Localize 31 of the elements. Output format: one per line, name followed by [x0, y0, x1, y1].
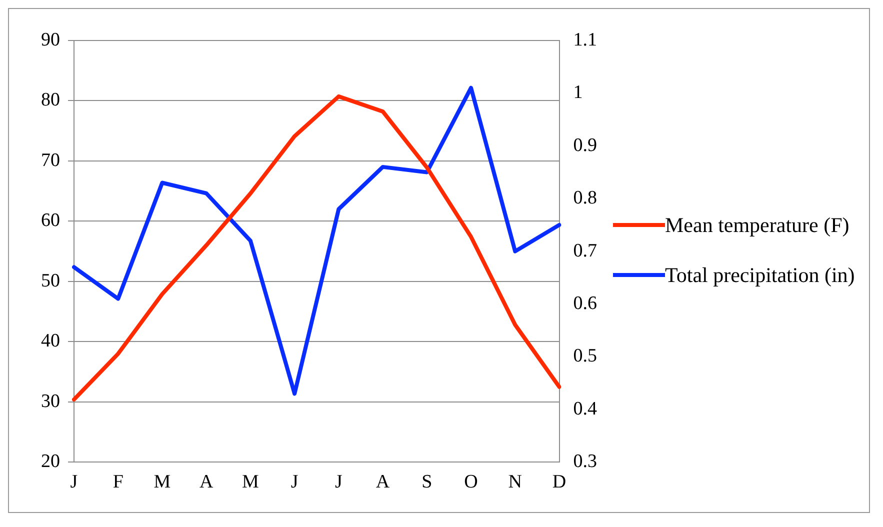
y2-tick-label: 0.8: [573, 187, 597, 208]
y2-tick-label: 1.1: [573, 28, 597, 50]
x-tick-label: F: [112, 471, 124, 492]
x-tick-label: M: [154, 471, 171, 492]
y-tick-label: 30: [41, 390, 60, 412]
y2-tick-label: 0.4: [573, 398, 598, 419]
y-tick-label: 60: [41, 210, 60, 231]
x-tick-label: J: [334, 471, 342, 492]
x-tick-label: S: [422, 471, 432, 492]
y-tick-label: 80: [41, 89, 60, 110]
x-tick-label: J: [290, 471, 298, 492]
y-tick-label: 20: [41, 450, 60, 472]
y-tick-label: 90: [41, 28, 60, 50]
legend-label: Mean temperature (F): [665, 212, 850, 238]
y2-tick-label: 0.5: [573, 345, 597, 366]
x-tick-label: O: [464, 471, 478, 492]
y-tick-label: 70: [41, 149, 60, 170]
x-tick-label: A: [199, 471, 214, 492]
x-tick-label: N: [508, 471, 522, 492]
x-tick-label: D: [552, 471, 566, 492]
y2-tick-label: 0.7: [573, 240, 597, 261]
x-tick-label: M: [242, 471, 259, 492]
x-tick-label: A: [376, 471, 390, 492]
x-tick-label: J: [70, 471, 78, 492]
legend-label: Total precipitation (in): [665, 262, 855, 288]
y2-tick-label: 0.9: [573, 134, 597, 156]
y-tick-label: 50: [41, 270, 60, 291]
y2-tick-label: 0.3: [573, 450, 597, 472]
y2-tick-label: 1: [573, 82, 583, 103]
y2-tick-label: 0.6: [573, 292, 597, 314]
y-tick-label: 40: [41, 330, 60, 352]
